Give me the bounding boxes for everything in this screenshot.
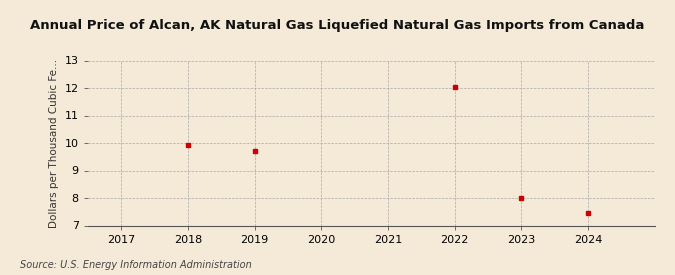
Text: Annual Price of Alcan, AK Natural Gas Liquefied Natural Gas Imports from Canada: Annual Price of Alcan, AK Natural Gas Li…: [30, 19, 645, 32]
Y-axis label: Dollars per Thousand Cubic Fe...: Dollars per Thousand Cubic Fe...: [49, 59, 59, 228]
Text: Source: U.S. Energy Information Administration: Source: U.S. Energy Information Administ…: [20, 260, 252, 270]
